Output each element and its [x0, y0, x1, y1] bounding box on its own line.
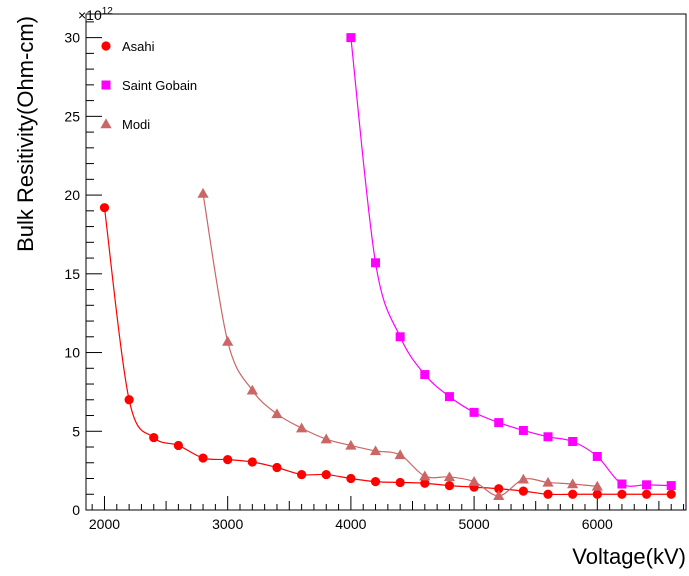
- plot-frame: [85, 13, 687, 511]
- data-point-asahi: [173, 440, 184, 451]
- legend-item-saint-gobain: Saint Gobain: [101, 78, 197, 93]
- y-tick-label: 15: [64, 266, 80, 282]
- data-point-modi: [567, 478, 579, 489]
- data-point-saint-gobain: [518, 425, 528, 435]
- series-line-saint-gobain: [350, 37, 672, 487]
- series-saint-gobain: [346, 33, 676, 491]
- x-tick-label: 4000: [335, 516, 366, 532]
- legend-label-saint-gobain: Saint Gobain: [122, 78, 197, 93]
- data-point-asahi: [395, 477, 405, 488]
- y-axis: 0 5 10 15 20 25 30: [64, 21, 102, 518]
- legend-item-modi: Modi: [100, 117, 150, 132]
- data-point-asahi: [370, 477, 381, 487]
- data-point-modi: [517, 473, 529, 484]
- data-point-saint-gobain: [617, 479, 627, 489]
- y-tick-label: 10: [64, 345, 80, 361]
- data-point-saint-gobain: [371, 258, 381, 268]
- data-point-saint-gobain: [444, 392, 454, 402]
- data-point-asahi: [518, 486, 528, 496]
- series-layer: [99, 33, 676, 501]
- x-tick-label: 6000: [582, 516, 613, 532]
- x-tick-label: 2000: [89, 516, 120, 532]
- data-point-asahi: [568, 489, 578, 499]
- data-point-saint-gobain: [568, 437, 578, 447]
- data-point-saint-gobain: [642, 480, 652, 490]
- data-point-asahi: [444, 480, 455, 491]
- legend-label-asahi: Asahi: [122, 39, 155, 54]
- data-point-asahi: [149, 432, 159, 443]
- data-point-modi: [369, 445, 382, 456]
- data-point-modi: [591, 480, 603, 491]
- data-point-modi: [197, 187, 209, 198]
- data-point-modi: [345, 439, 357, 450]
- data-point-asahi: [247, 457, 257, 467]
- data-point-modi: [419, 470, 431, 481]
- data-point-asahi: [592, 489, 602, 499]
- data-point-saint-gobain: [346, 33, 356, 43]
- data-point-asahi: [617, 489, 627, 499]
- data-point-modi: [542, 476, 554, 487]
- legend-marker-asahi: [101, 41, 111, 51]
- y-tick-label: 5: [72, 423, 80, 439]
- y-tick-label: 30: [64, 30, 80, 46]
- y-tick-label: 20: [64, 187, 80, 203]
- legend-marker-saint-gobain: [101, 80, 111, 90]
- data-point-modi: [271, 408, 283, 419]
- data-point-saint-gobain: [469, 407, 479, 417]
- legend: Asahi Saint Gobain Modi: [100, 39, 197, 132]
- y-multiplier-base: ×10: [78, 7, 102, 23]
- data-point-modi: [468, 476, 480, 486]
- data-point-modi: [246, 384, 258, 395]
- data-point-asahi: [124, 395, 134, 405]
- data-point-saint-gobain: [592, 451, 602, 461]
- data-point-modi: [222, 335, 234, 346]
- data-point-modi: [394, 449, 406, 460]
- y-tick-label: 25: [64, 108, 80, 124]
- data-point-modi: [320, 433, 332, 444]
- data-point-asahi: [543, 489, 553, 499]
- data-point-asahi: [223, 455, 233, 465]
- data-point-saint-gobain: [494, 418, 504, 428]
- legend-marker-modi: [100, 118, 112, 129]
- data-point-asahi: [198, 453, 208, 463]
- x-tick-label: 3000: [212, 516, 243, 532]
- data-point-asahi: [666, 489, 676, 499]
- x-tick-label: 5000: [459, 516, 490, 532]
- data-point-asahi: [494, 484, 504, 494]
- data-point-asahi: [321, 469, 331, 480]
- y-tick-label: 0: [72, 502, 80, 518]
- data-point-saint-gobain: [395, 332, 405, 342]
- series-line-modi: [202, 193, 598, 497]
- y-multiplier-exp: 12: [102, 6, 114, 17]
- series-asahi: [99, 203, 676, 499]
- legend-item-asahi: Asahi: [101, 39, 155, 54]
- x-axis: 2000 3000 4000 5000 6000: [89, 496, 685, 532]
- data-point-saint-gobain: [420, 370, 430, 380]
- data-point-modi: [443, 471, 456, 482]
- series-modi: [197, 187, 603, 501]
- data-point-asahi: [297, 469, 307, 480]
- data-point-asahi: [346, 473, 356, 484]
- y-axis-multiplier: ×1012: [78, 6, 113, 23]
- y-axis-title: Bulk Resitivity(Ohm-cm): [13, 16, 38, 252]
- legend-label-modi: Modi: [122, 117, 150, 132]
- data-point-saint-gobain: [666, 481, 676, 491]
- data-point-saint-gobain: [543, 432, 553, 442]
- data-point-modi: [296, 422, 308, 433]
- data-point-modi: [493, 490, 505, 501]
- data-point-asahi: [641, 489, 652, 499]
- x-axis-title: Voltage(kV): [572, 544, 686, 569]
- data-point-asahi: [99, 203, 110, 213]
- data-point-asahi: [420, 478, 430, 488]
- data-point-asahi: [272, 462, 282, 473]
